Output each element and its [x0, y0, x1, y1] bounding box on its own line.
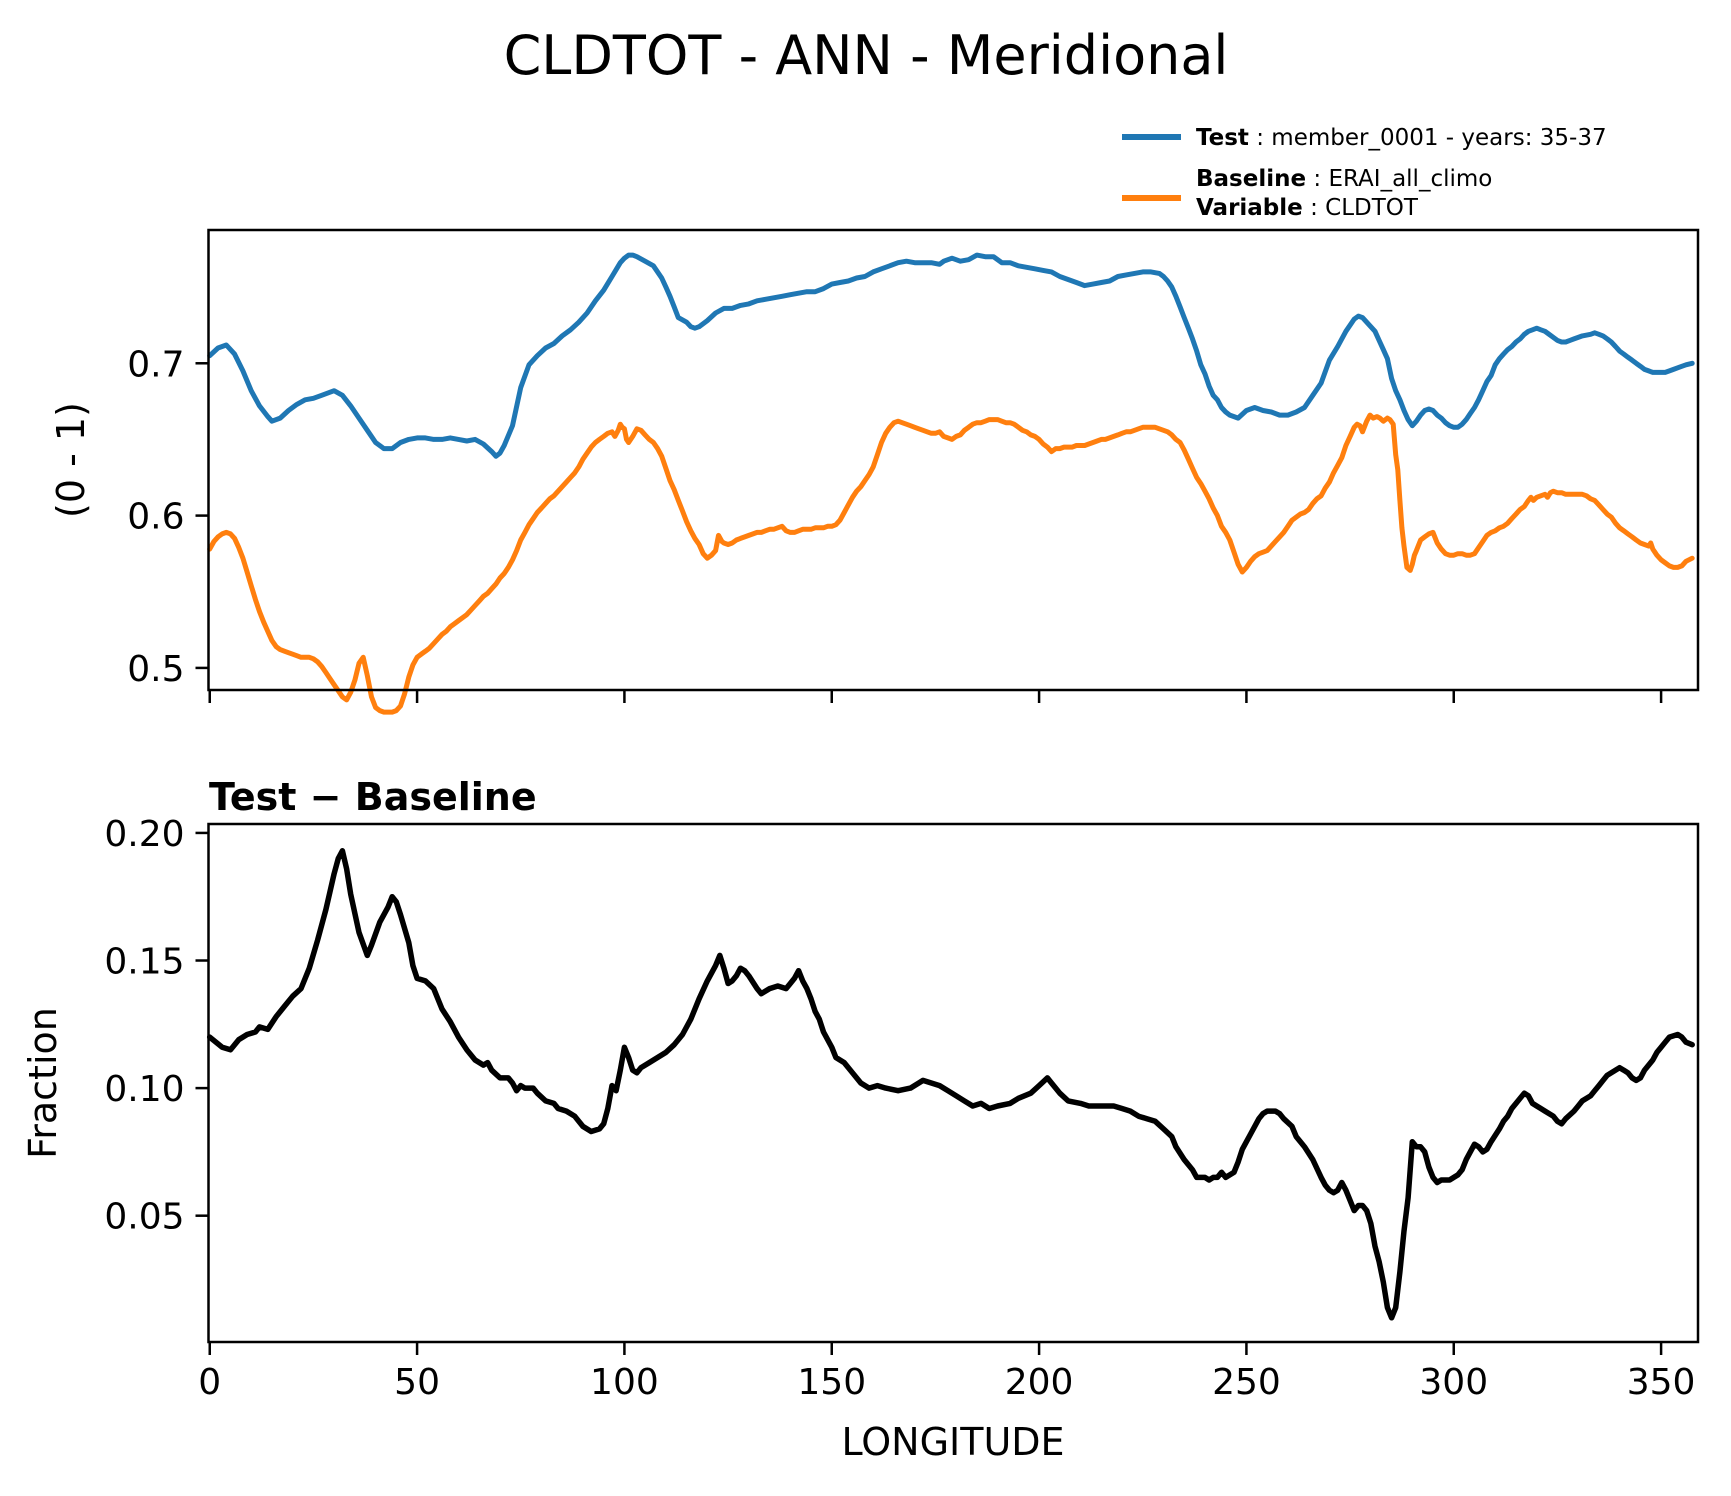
top-ylabel: (0 - 1): [49, 402, 93, 518]
x-tick-label: 350: [1627, 1362, 1696, 1403]
diff-title: Test − Baseline: [209, 775, 537, 819]
x-tick-label: 200: [1005, 1362, 1074, 1403]
y-tick-label: 0.5: [127, 649, 184, 690]
test-baseline-line: [206, 848, 1695, 1321]
bottom-ylabel: Fraction: [21, 1007, 65, 1159]
legend: Test : member_0001 - years: 35-37 Baseli…: [1122, 125, 1607, 221]
top-plot: 0.5 0.6 0.7: [127, 228, 1700, 715]
y-tick-label: 0.7: [127, 344, 184, 385]
x-tick-label: 0: [198, 1362, 221, 1403]
x-tick-label: 150: [797, 1362, 866, 1403]
bottom-xlabel: LONGITUDE: [841, 1420, 1064, 1464]
legend-test-label: Test : member_0001 - years: 35-37: [1196, 125, 1607, 151]
test-line: [207, 252, 1695, 459]
x-tick-label: 100: [590, 1362, 659, 1403]
y-tick-label: 0.05: [104, 1197, 184, 1238]
x-tick-label: 50: [394, 1362, 440, 1403]
x-tick-label: 300: [1419, 1362, 1488, 1403]
y-tick-label: 0.6: [127, 497, 184, 538]
y-tick-label: 0.10: [104, 1069, 184, 1110]
bottom-plot: 0 50 100 150 200 250 300 350 0.05 0.10 0.15 0.20: [104, 814, 1700, 1403]
y-tick-label: 0.15: [104, 942, 184, 983]
y-tick-label: 0.20: [104, 814, 184, 855]
legend-baseline-label: Baseline : ERAI_all_climo: [1196, 166, 1492, 192]
baseline-line: [207, 412, 1695, 715]
x-tick-label: 250: [1212, 1362, 1281, 1403]
plot-border: [207, 822, 1700, 1344]
legend-variable-label: Variable : CLDTOT: [1196, 195, 1419, 221]
plot-border: [207, 228, 1700, 692]
page-title: CLDTOT - ANN - Meridional: [504, 24, 1229, 87]
